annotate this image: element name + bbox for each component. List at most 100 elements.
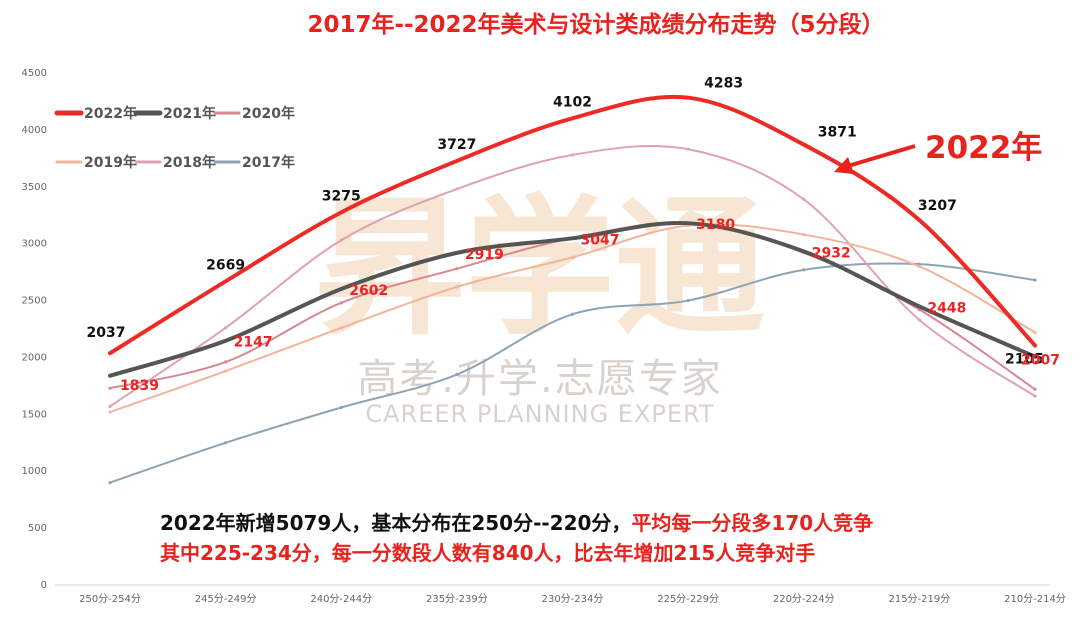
legend-label: 2021年 [163, 105, 216, 122]
legend-label: 2018年 [163, 154, 216, 171]
data-label: 2669 [206, 257, 245, 273]
data-label: 4102 [553, 94, 592, 110]
watermark-cn-text: 高考.升学.志愿专家 [357, 356, 722, 402]
data-point [570, 255, 575, 259]
callout-arrow-head [834, 157, 854, 174]
y-tick-label: 0 [41, 580, 47, 591]
x-tick-label: 210分-214分 [1004, 593, 1066, 605]
y-tick-label: 3000 [22, 239, 47, 250]
data-point [108, 481, 112, 485]
data-label: 3275 [322, 188, 361, 204]
data-point [1033, 278, 1037, 282]
data-point [339, 210, 343, 214]
y-axis-ticks: 0 500 1000 1500 2000 2500 3000 3500 4000 4500 [22, 68, 47, 591]
data-label: 3727 [437, 137, 476, 153]
data-point [455, 251, 459, 255]
y-tick-label: 4500 [22, 68, 47, 79]
data-point [570, 153, 575, 157]
data-label: 2448 [927, 300, 966, 316]
note-line-1: 2022年新增5079人，基本分布在250分--220分，平均每一分段多170人… [160, 511, 873, 535]
data-label: 2932 [812, 245, 851, 261]
note-line-2: 其中225-234分，每一分数段人数有840人，比去年增加215人竞争对手 [160, 541, 815, 565]
callout-2022: 2022年 [834, 130, 1042, 174]
note-line-1-black: 2022年新增5079人，基本分布在250分--220分， [160, 511, 631, 535]
data-point [108, 386, 112, 390]
watermark-en-text: CAREER PLANNING EXPERT [365, 400, 714, 428]
data-point [224, 326, 228, 330]
x-tick-label: 250分-254分 [79, 593, 141, 605]
data-label: 2105 [1005, 351, 1044, 367]
data-point [802, 142, 806, 147]
data-point [1033, 355, 1037, 359]
x-tick-label: 245分-249分 [195, 593, 257, 605]
data-point [917, 262, 921, 266]
y-tick-label: 3500 [22, 182, 47, 193]
data-point [917, 264, 921, 269]
data-point [917, 218, 921, 222]
data-point [455, 267, 459, 271]
data-label: 3871 [818, 125, 857, 141]
y-tick-label: 1500 [22, 409, 47, 420]
data-label: 4283 [704, 76, 743, 92]
data-point [339, 405, 343, 410]
data-point [686, 221, 690, 225]
legend-label: 2020年 [242, 105, 295, 122]
data-point [455, 372, 459, 377]
data-label: 3047 [581, 232, 620, 248]
x-tick-label: 220分-224分 [773, 593, 835, 605]
data-point [1033, 343, 1037, 348]
data-point [108, 404, 112, 408]
data-label: 2007 [1021, 353, 1060, 369]
data-point [339, 301, 343, 305]
y-tick-label: 2500 [22, 296, 47, 307]
data-label: 2919 [465, 247, 504, 263]
legend-label: 2019年 [84, 154, 137, 171]
data-point [224, 279, 228, 283]
data-point [1033, 330, 1037, 335]
watermark-logo: 昇学通 [315, 182, 765, 356]
series-lines [108, 94, 1037, 485]
data-point [802, 268, 806, 272]
legend-label: 2022年 [84, 105, 137, 122]
y-tick-label: 4000 [22, 125, 47, 136]
data-point [917, 304, 921, 309]
data-point [570, 312, 575, 316]
data-point [802, 197, 806, 201]
data-point [686, 298, 690, 303]
callout-label: 2022年 [925, 130, 1042, 166]
data-point [224, 369, 228, 373]
data-point [224, 441, 228, 445]
data-label: 2602 [349, 283, 388, 299]
data-label: 3180 [696, 217, 735, 233]
data-point [108, 374, 112, 378]
data-point [455, 187, 459, 191]
data-point [455, 159, 459, 163]
data-point [570, 116, 575, 120]
data-label: 2037 [87, 325, 126, 341]
callout-arrow-line [847, 144, 916, 168]
data-point [339, 238, 343, 242]
x-tick-label: 230分-234分 [542, 593, 604, 605]
data-point [570, 236, 575, 240]
data-point [108, 410, 112, 414]
data-label: 3207 [918, 198, 957, 214]
note-line-1-red: 平均每一分段多170人竞争 [631, 511, 873, 535]
x-tick-label: 240分-244分 [310, 593, 372, 605]
data-point [686, 147, 690, 151]
x-tick-label: 225分-229分 [657, 593, 719, 605]
watermark: 昇学通 高考.升学.志愿专家 CAREER PLANNING EXPERT [315, 182, 765, 428]
data-point [1033, 387, 1037, 391]
data-label: 2147 [234, 335, 273, 351]
legend-label: 2017年 [242, 154, 295, 171]
data-label: 1839 [120, 378, 159, 394]
x-tick-label: 235分-239分 [426, 593, 488, 605]
data-point [224, 360, 228, 364]
x-axis-ticks: 250分-254分 245分-249分 240分-244分 235分-239分 230分… [79, 593, 1066, 605]
data-point [802, 232, 806, 237]
data-point [224, 339, 228, 343]
y-tick-label: 2000 [22, 352, 47, 363]
data-point [108, 351, 112, 355]
data-point [1033, 394, 1037, 398]
data-point [455, 285, 459, 289]
